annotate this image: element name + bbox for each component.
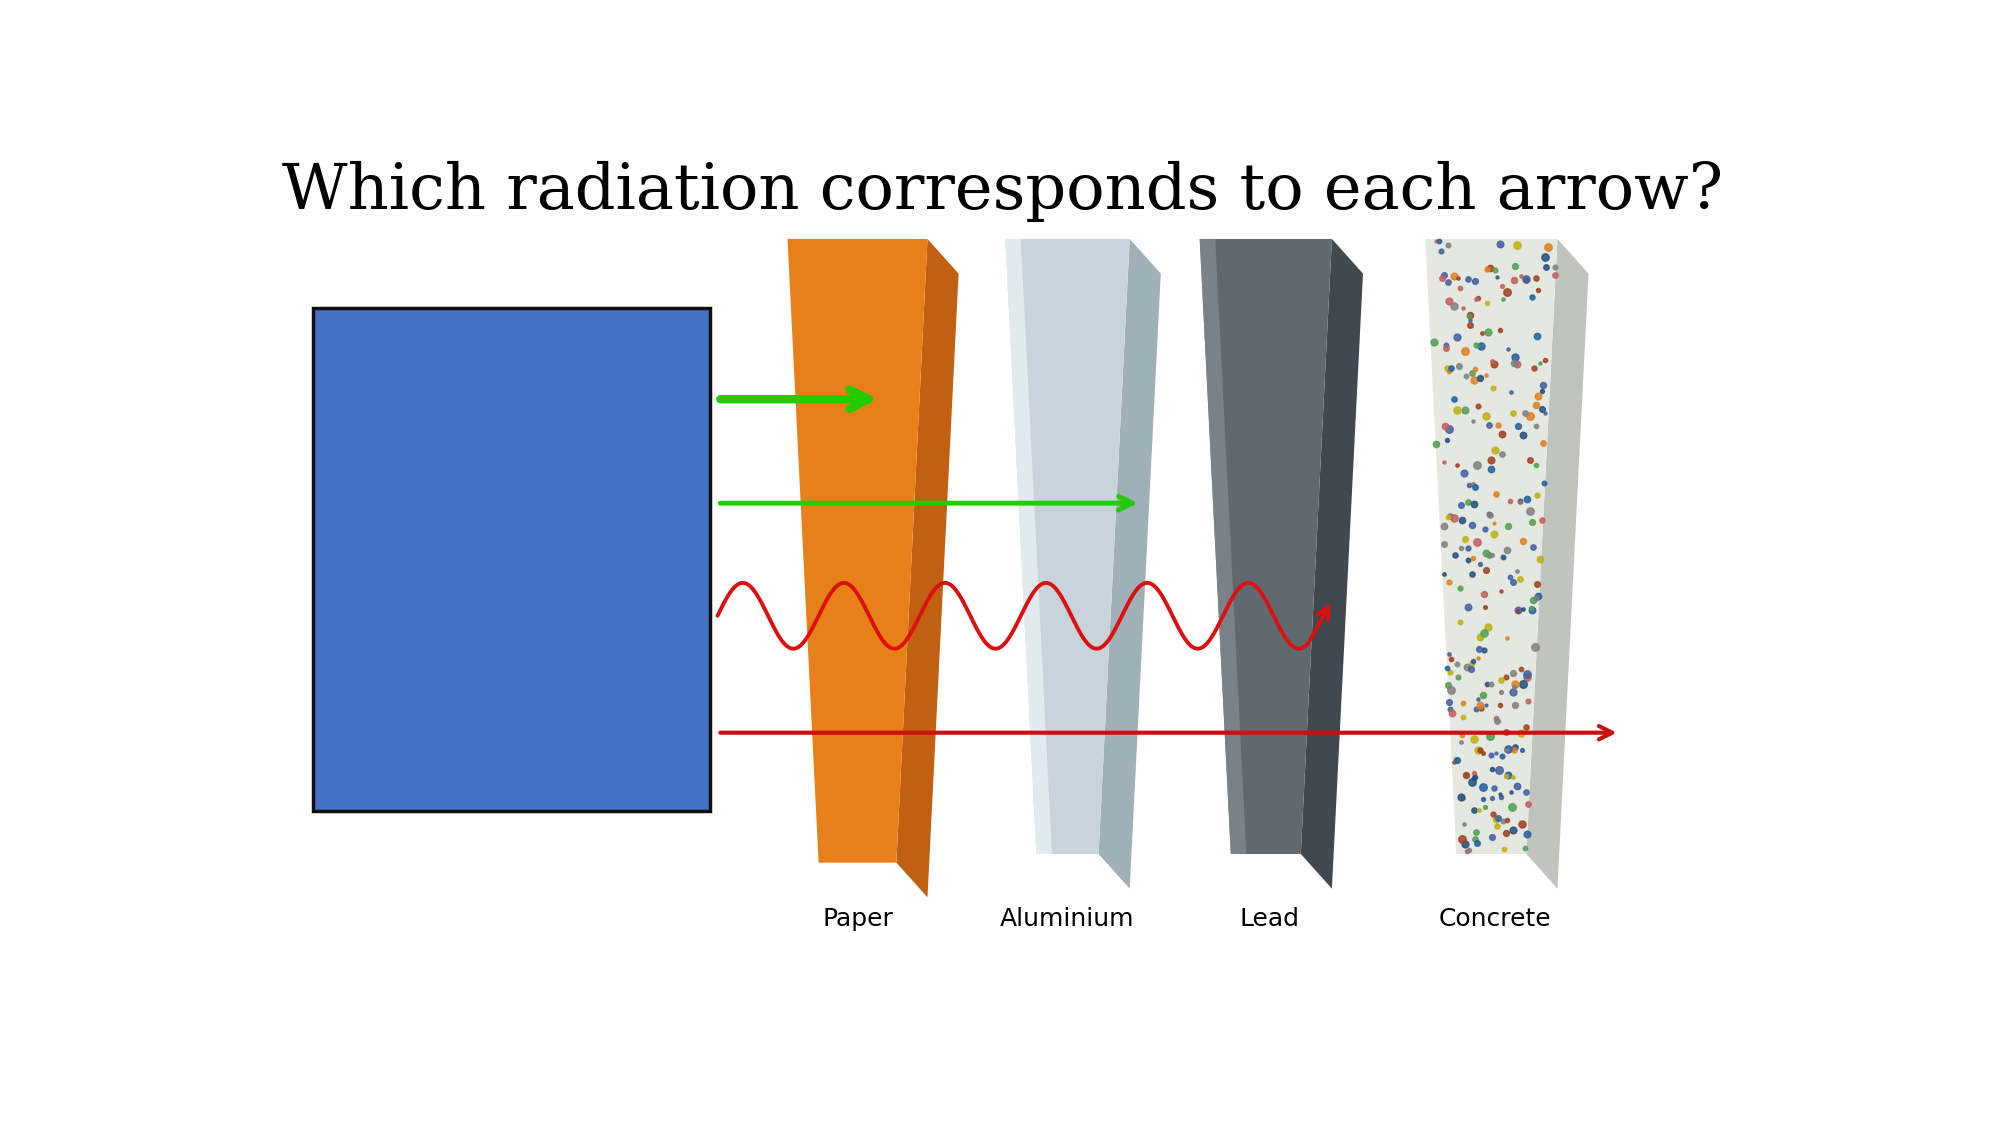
Polygon shape	[1006, 238, 1052, 854]
Text: Concrete: Concrete	[1439, 907, 1551, 931]
Polygon shape	[1525, 238, 1588, 889]
Polygon shape	[1200, 238, 1333, 854]
Polygon shape	[1425, 238, 1557, 854]
Text: Paper: Paper	[823, 907, 893, 931]
Text: Lead: Lead	[1240, 907, 1301, 931]
Polygon shape	[1006, 238, 1130, 854]
Polygon shape	[787, 238, 927, 863]
Bar	[313, 308, 710, 811]
Polygon shape	[897, 238, 959, 898]
Polygon shape	[1301, 238, 1363, 889]
Polygon shape	[1098, 238, 1160, 889]
Text: Which radiation corresponds to each arrow?: Which radiation corresponds to each arro…	[281, 161, 1724, 222]
Text: Aluminium: Aluminium	[999, 907, 1134, 931]
Polygon shape	[1200, 238, 1246, 854]
